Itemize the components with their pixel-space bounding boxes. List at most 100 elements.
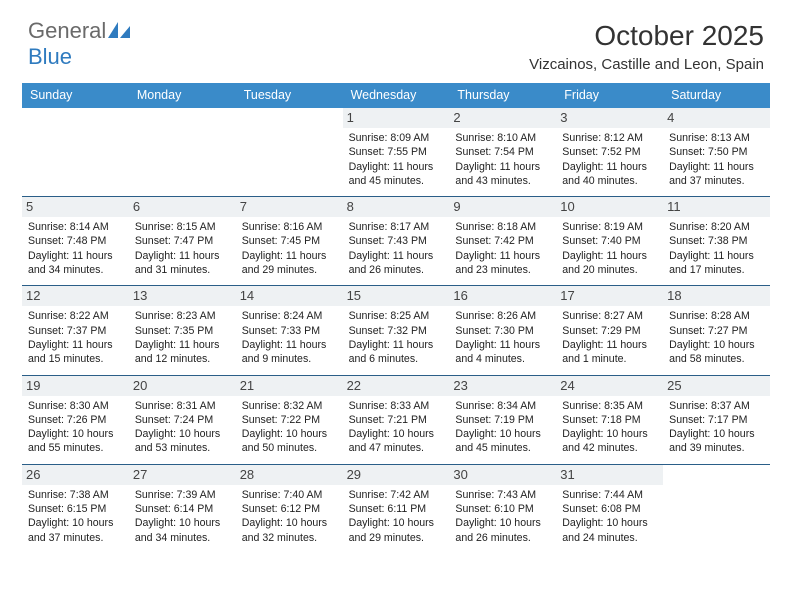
sunrise-text: Sunrise: 8:28 AM [669,309,764,323]
calendar-week: 12Sunrise: 8:22 AMSunset: 7:37 PMDayligh… [22,286,770,375]
day-number: 6 [129,197,236,217]
sunrise-text: Sunrise: 8:26 AM [455,309,550,323]
sunrise-text: Sunrise: 7:42 AM [349,488,444,502]
day-details: Sunrise: 8:20 AMSunset: 7:38 PMDaylight:… [669,220,764,277]
daylight-text: Daylight: 11 hours and 4 minutes. [455,338,550,367]
logo-text-1: General [28,20,106,42]
calendar-cell: 7 Sunrise: 8:16 AMSunset: 7:45 PMDaylight… [236,197,343,285]
day-details: Sunrise: 8:15 AMSunset: 7:47 PMDaylight:… [135,220,230,277]
day-number: 12 [22,286,129,306]
daylight-text: Daylight: 10 hours and 53 minutes. [135,427,230,456]
sunset-text: Sunset: 7:35 PM [135,324,230,338]
sunrise-text: Sunrise: 8:22 AM [28,309,123,323]
sunset-text: Sunset: 7:21 PM [349,413,444,427]
day-details: Sunrise: 8:19 AMSunset: 7:40 PMDaylight:… [562,220,657,277]
daylight-text: Daylight: 11 hours and 45 minutes. [349,160,444,189]
day-details: Sunrise: 8:12 AMSunset: 7:52 PMDaylight:… [562,131,657,188]
daylight-text: Daylight: 11 hours and 6 minutes. [349,338,444,367]
sunrise-text: Sunrise: 7:39 AM [135,488,230,502]
calendar-cell: 21Sunrise: 8:32 AMSunset: 7:22 PMDayligh… [236,376,343,464]
day-number: 27 [129,465,236,485]
day-header-wed: Wednesday [343,83,450,108]
day-details: Sunrise: 7:44 AMSunset: 6:08 PMDaylight:… [562,488,657,545]
sunset-text: Sunset: 7:40 PM [562,234,657,248]
day-details: Sunrise: 8:30 AMSunset: 7:26 PMDaylight:… [28,399,123,456]
day-header-sat: Saturday [663,83,770,108]
sunset-text: Sunset: 6:11 PM [349,502,444,516]
calendar-cell: 22Sunrise: 8:33 AMSunset: 7:21 PMDayligh… [343,376,450,464]
page-header: General October 2025 Vizcainos, Castille… [0,0,792,83]
sunrise-text: Sunrise: 8:09 AM [349,131,444,145]
day-number: 30 [449,465,556,485]
sunrise-text: Sunrise: 7:43 AM [455,488,550,502]
day-number: 7 [236,197,343,217]
day-details: Sunrise: 8:31 AMSunset: 7:24 PMDaylight:… [135,399,230,456]
calendar-cell [663,465,770,553]
day-number: 20 [129,376,236,396]
sunrise-text: Sunrise: 8:37 AM [669,399,764,413]
day-details: Sunrise: 8:16 AMSunset: 7:45 PMDaylight:… [242,220,337,277]
day-details: Sunrise: 8:27 AMSunset: 7:29 PMDaylight:… [562,309,657,366]
day-header-row: Sunday Monday Tuesday Wednesday Thursday… [22,83,770,108]
day-number: 31 [556,465,663,485]
calendar-cell: 31 Sunrise: 7:44 AMSunset: 6:08 PMDayligh… [556,465,663,553]
calendar-cell: 23Sunrise: 8:34 AMSunset: 7:19 PMDayligh… [449,376,556,464]
day-details: Sunrise: 8:33 AMSunset: 7:21 PMDaylight:… [349,399,444,456]
day-number: 29 [343,465,450,485]
sunrise-text: Sunrise: 8:24 AM [242,309,337,323]
sunset-text: Sunset: 7:29 PM [562,324,657,338]
daylight-text: Daylight: 11 hours and 9 minutes. [242,338,337,367]
sunset-text: Sunset: 6:10 PM [455,502,550,516]
day-number: 16 [449,286,556,306]
title-block: October 2025 Vizcainos, Castille and Leo… [529,20,764,79]
daylight-text: Daylight: 10 hours and 55 minutes. [28,427,123,456]
day-number: 13 [129,286,236,306]
day-number: 5 [22,197,129,217]
calendar-cell: 19Sunrise: 8:30 AMSunset: 7:26 PMDayligh… [22,376,129,464]
day-header-tue: Tuesday [236,83,343,108]
sunrise-text: Sunrise: 8:10 AM [455,131,550,145]
sunrise-text: Sunrise: 8:13 AM [669,131,764,145]
day-header-thu: Thursday [449,83,556,108]
sunset-text: Sunset: 7:17 PM [669,413,764,427]
calendar-cell [129,108,236,196]
month-title: October 2025 [529,20,764,52]
sunset-text: Sunset: 7:55 PM [349,145,444,159]
sunrise-text: Sunrise: 8:35 AM [562,399,657,413]
logo-text-2: Blue [28,44,72,70]
daylight-text: Daylight: 10 hours and 24 minutes. [562,516,657,545]
sunrise-text: Sunrise: 8:34 AM [455,399,550,413]
day-number: 24 [556,376,663,396]
sunrise-text: Sunrise: 8:31 AM [135,399,230,413]
day-number: 15 [343,286,450,306]
sunrise-text: Sunrise: 8:23 AM [135,309,230,323]
daylight-text: Daylight: 11 hours and 17 minutes. [669,249,764,278]
day-header-mon: Monday [129,83,236,108]
calendar-week: 26Sunrise: 7:38 AMSunset: 6:15 PMDayligh… [22,465,770,553]
sunset-text: Sunset: 7:37 PM [28,324,123,338]
sunset-text: Sunset: 7:32 PM [349,324,444,338]
daylight-text: Daylight: 11 hours and 29 minutes. [242,249,337,278]
sunrise-text: Sunrise: 7:44 AM [562,488,657,502]
sunrise-text: Sunrise: 8:14 AM [28,220,123,234]
sunset-text: Sunset: 6:08 PM [562,502,657,516]
calendar-cell [236,108,343,196]
day-number: 2 [449,108,556,128]
sunset-text: Sunset: 7:27 PM [669,324,764,338]
calendar: Sunday Monday Tuesday Wednesday Thursday… [22,83,770,553]
day-number: 17 [556,286,663,306]
daylight-text: Daylight: 10 hours and 32 minutes. [242,516,337,545]
calendar-cell: 17 Sunrise: 8:27 AMSunset: 7:29 PMDayligh… [556,286,663,374]
sunrise-text: Sunrise: 8:19 AM [562,220,657,234]
daylight-text: Daylight: 11 hours and 34 minutes. [28,249,123,278]
day-details: Sunrise: 8:26 AMSunset: 7:30 PMDaylight:… [455,309,550,366]
day-number: 23 [449,376,556,396]
sunrise-text: Sunrise: 8:25 AM [349,309,444,323]
sunrise-text: Sunrise: 8:12 AM [562,131,657,145]
daylight-text: Daylight: 11 hours and 31 minutes. [135,249,230,278]
sunset-text: Sunset: 7:54 PM [455,145,550,159]
sunset-text: Sunset: 7:52 PM [562,145,657,159]
calendar-cell: 26Sunrise: 7:38 AMSunset: 6:15 PMDayligh… [22,465,129,553]
day-details: Sunrise: 8:22 AMSunset: 7:37 PMDaylight:… [28,309,123,366]
sunrise-text: Sunrise: 7:40 AM [242,488,337,502]
